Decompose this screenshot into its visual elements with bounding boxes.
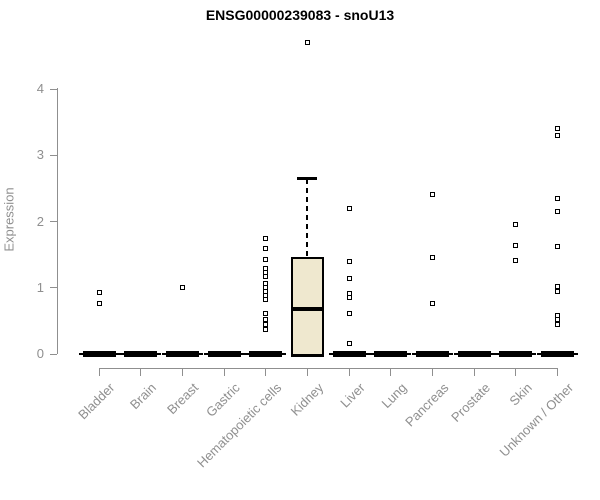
x-tick-label: Prostate: [447, 380, 493, 425]
outlier-point: [554, 208, 560, 214]
y-tick: [50, 88, 57, 90]
y-axis-line: [57, 88, 58, 354]
collapsed-box: [457, 351, 491, 357]
y-axis-label: Expression: [1, 187, 17, 252]
collapsed-box: [499, 351, 533, 357]
outlier-point: [263, 245, 269, 251]
x-tick: [223, 368, 225, 376]
outlier-point: [346, 276, 352, 282]
x-tick: [348, 368, 350, 376]
x-tick-label: Liver: [337, 380, 368, 411]
outlier-point: [263, 274, 269, 280]
outlier-point: [429, 191, 435, 197]
outlier-point: [554, 289, 560, 295]
outlier-point: [554, 283, 560, 289]
outlier-point: [304, 39, 310, 45]
y-tick: [50, 287, 57, 289]
y-tick: [50, 221, 57, 223]
outlier-point: [429, 301, 435, 307]
x-tick: [390, 368, 392, 376]
outlier-point: [96, 301, 102, 307]
x-tick: [265, 368, 267, 376]
outlier-point: [554, 244, 560, 250]
outlier-point: [513, 258, 519, 264]
whisker-line: [306, 178, 309, 258]
collapsed-box: [82, 351, 116, 357]
x-tick: [473, 368, 475, 376]
x-tick: [306, 368, 308, 376]
outlier-point: [263, 311, 269, 317]
x-tick-label: Unknown / Other: [496, 380, 577, 460]
outlier-point: [263, 235, 269, 241]
outlier-point: [346, 311, 352, 317]
outlier-point: [429, 254, 435, 260]
collapsed-box: [540, 351, 574, 357]
collapsed-box: [415, 351, 449, 357]
x-tick-label: Bladder: [75, 380, 118, 423]
y-tick-label: 2: [36, 213, 44, 229]
x-axis-line: [99, 368, 559, 369]
x-tick-label: Pancreas: [401, 380, 452, 430]
collapsed-box: [165, 351, 199, 357]
x-tick: [431, 368, 433, 376]
x-tick-label: Gastric: [202, 380, 243, 420]
x-tick: [98, 368, 100, 376]
collapsed-box: [124, 351, 158, 357]
outlier-point: [263, 317, 269, 323]
outlier-point: [346, 340, 352, 346]
x-tick-label: Brain: [127, 380, 160, 413]
y-tick-label: 0: [36, 346, 44, 361]
outlier-point: [554, 195, 560, 201]
chart-title: ENSG00000239083 - snoU13: [205, 7, 395, 23]
median-line: [290, 306, 324, 311]
x-tick-label: Lung: [378, 380, 410, 412]
outlier-point: [554, 321, 560, 327]
outlier-point: [554, 317, 560, 323]
outlier-point: [263, 297, 269, 303]
outlier-point: [346, 205, 352, 211]
outlier-point: [263, 257, 269, 263]
collapsed-box: [374, 351, 408, 357]
y-tick: [50, 353, 57, 355]
outlier-point: [263, 322, 269, 328]
x-tick: [515, 368, 517, 376]
outlier-point: [96, 289, 102, 295]
y-tick-label: 3: [36, 147, 44, 163]
x-tick: [556, 368, 558, 376]
x-tick: [181, 368, 183, 376]
collapsed-box: [249, 351, 283, 357]
x-tick-label: Skin: [505, 380, 535, 409]
outlier-point: [263, 288, 269, 294]
y-tick: [50, 154, 57, 156]
collapsed-box: [332, 351, 366, 357]
outlier-point: [346, 294, 352, 300]
outlier-point: [346, 259, 352, 265]
outlier-point: [554, 133, 560, 139]
outlier-point: [263, 327, 269, 332]
y-tick-label: 1: [36, 279, 44, 295]
outlier-point: [513, 222, 519, 228]
x-tick-label: Breast: [163, 380, 201, 418]
outlier-point: [513, 242, 519, 248]
collapsed-box: [207, 351, 241, 357]
outlier-point: [179, 285, 185, 291]
outlier-point: [554, 125, 560, 131]
whisker-cap: [297, 177, 318, 181]
y-tick-label: 4: [36, 81, 44, 97]
x-tick: [140, 368, 142, 376]
x-tick-label: Kidney: [287, 380, 327, 419]
